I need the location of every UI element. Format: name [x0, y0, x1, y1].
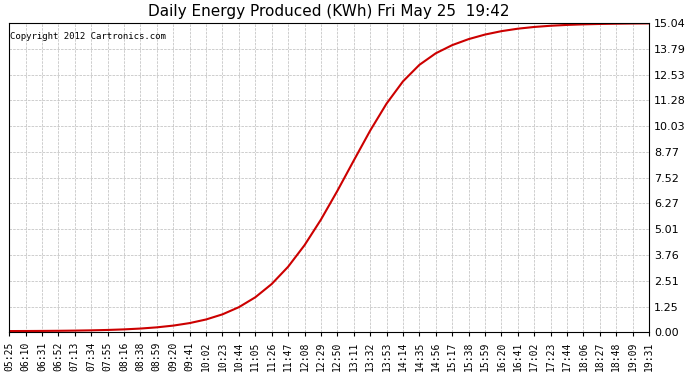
- Text: Copyright 2012 Cartronics.com: Copyright 2012 Cartronics.com: [10, 32, 166, 41]
- Title: Daily Energy Produced (KWh) Fri May 25  19:42: Daily Energy Produced (KWh) Fri May 25 1…: [148, 4, 510, 19]
